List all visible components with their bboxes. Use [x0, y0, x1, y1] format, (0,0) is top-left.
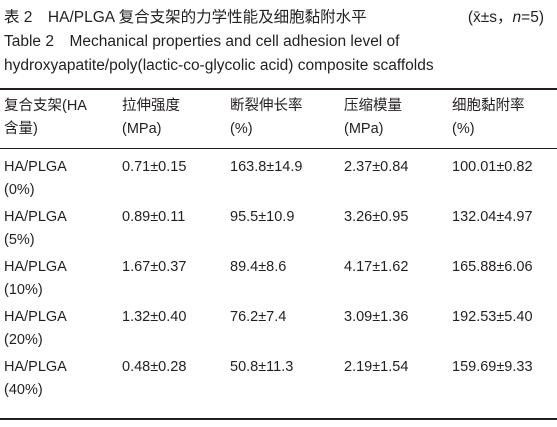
caption-chinese-line: 表 2 HA/PLGA 复合支架的力学性能及细胞黏附水平 (x̄±s，n=5) [4, 6, 554, 30]
cell-modulus: 3.09±1.36 [344, 309, 409, 325]
cell-modulus: 3.26±0.95 [344, 209, 409, 225]
cell-elongation: 50.8±11.3 [230, 359, 294, 375]
cell-elongation: 89.4±8.6 [230, 259, 287, 275]
caption-statistics-note: (x̄±s，n=5) [468, 6, 544, 30]
table-bottom-rule [0, 418, 557, 420]
cell-group: HA/PLGA (0%) [4, 159, 67, 198]
header-cell-scaffold: 复合支架(HA 含量) [4, 98, 87, 137]
header-cell-tensile-strength: 拉伸强度 (MPa) [122, 98, 180, 137]
cell-tensile: 0.71±0.15 [122, 159, 187, 175]
table-row: HA/PLGA (10%) 1.67±0.37 89.4±8.6 4.17±1.6… [4, 256, 552, 306]
cell-adhesion: 132.04±4.97 [452, 209, 533, 225]
cell-modulus: 2.37±0.84 [344, 159, 409, 175]
cell-elongation: 163.8±14.9 [230, 159, 303, 175]
stat-n: n [512, 9, 522, 26]
cell-modulus: 4.17±1.62 [344, 259, 409, 275]
cell-group: HA/PLGA (20%) [4, 309, 67, 348]
table-row: HA/PLGA (40%) 0.48±0.28 50.8±11.3 2.19±1.… [4, 356, 552, 406]
cell-group: HA/PLGA (5%) [4, 209, 67, 248]
cell-tensile: 0.89±0.11 [122, 209, 186, 225]
table-top-rule [0, 88, 557, 90]
cell-tensile: 1.67±0.37 [122, 259, 187, 275]
stat-prefix: (x̄±s， [467, 9, 513, 26]
header-cell-cell-adhesion: 细胞黏附率 (%) [452, 98, 525, 137]
cell-adhesion: 159.69±9.33 [452, 359, 533, 375]
table-row: HA/PLGA (5%) 0.89±0.11 95.5±10.9 3.26±0.9… [4, 206, 552, 256]
cell-elongation: 76.2±7.4 [230, 309, 287, 325]
table-header-row: 复合支架(HA 含量) 拉伸强度 (MPa) 断裂伸长率 (%) 压缩模量 (MPa) … [4, 95, 552, 145]
table-header-rule [0, 148, 557, 149]
caption-chinese-title: 表 2 HA/PLGA 复合支架的力学性能及细胞黏附水平 [4, 9, 367, 26]
header-cell-elongation: 断裂伸长率 (%) [230, 98, 303, 137]
cell-tensile: 1.32±0.40 [122, 309, 187, 325]
cell-adhesion: 100.01±0.82 [452, 159, 533, 175]
header-cell-compression-modulus: 压缩模量 (MPa) [344, 98, 402, 137]
cell-elongation: 95.5±10.9 [230, 209, 295, 225]
cell-tensile: 0.48±0.28 [122, 359, 187, 375]
table-row: HA/PLGA (0%) 0.71±0.15 163.8±14.9 2.37±0.… [4, 156, 552, 206]
stat-suffix: =5) [521, 9, 544, 26]
cell-modulus: 2.19±1.54 [344, 359, 409, 375]
table-row: HA/PLGA (20%) 1.32±0.40 76.2±7.4 3.09±1.3… [4, 306, 552, 356]
cell-adhesion: 165.88±6.06 [452, 259, 533, 275]
cell-group: HA/PLGA (10%) [4, 259, 67, 298]
cell-adhesion: 192.53±5.40 [452, 309, 533, 325]
cell-group: HA/PLGA (40%) [4, 359, 67, 398]
caption-english-line-1: Table 2 Mechanical properties and cell a… [4, 33, 400, 50]
table-caption: 表 2 HA/PLGA 复合支架的力学性能及细胞黏附水平 (x̄±s，n=5) … [4, 6, 554, 78]
data-table: 复合支架(HA 含量) 拉伸强度 (MPa) 断裂伸长率 (%) 压缩模量 (MPa) … [4, 95, 552, 406]
caption-english-line-2: hydroxyapatite/poly(lactic-co-glycolic a… [4, 57, 434, 74]
